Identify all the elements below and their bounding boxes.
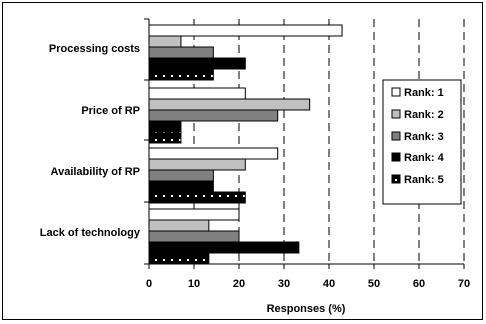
bar <box>148 57 246 70</box>
x-tick-label: 0 <box>146 278 152 290</box>
bar <box>148 68 214 81</box>
legend-swatch <box>391 87 401 97</box>
bar <box>148 98 311 111</box>
x-tick-label: 10 <box>188 278 200 290</box>
bar <box>148 131 182 144</box>
bar <box>148 191 246 204</box>
bar <box>148 169 214 182</box>
category-labels: Processing costs Price of RP Availability … <box>40 43 141 239</box>
bar <box>148 24 343 37</box>
bar <box>148 87 246 100</box>
x-tick-label: 70 <box>458 278 470 290</box>
bar <box>148 241 300 254</box>
legend-swatch <box>391 152 401 162</box>
bar <box>148 230 240 243</box>
bar <box>148 180 214 193</box>
category-label: Processing costs <box>49 43 140 55</box>
axes <box>144 18 465 269</box>
category-label: Price of RP <box>81 105 140 117</box>
bar <box>148 219 210 232</box>
x-tick-label: 30 <box>278 278 290 290</box>
legend-swatch <box>391 131 401 141</box>
legend-label: Rank: 4 <box>404 152 445 164</box>
x-tick-label: 60 <box>413 278 425 290</box>
legend-label: Rank: 5 <box>404 174 444 186</box>
x-tick-label: 40 <box>323 278 335 290</box>
x-tick-labels: 0 10 20 30 40 50 60 70 <box>146 278 470 290</box>
legend-label: Rank: 2 <box>404 109 444 121</box>
bar <box>148 252 210 265</box>
legend-label: Rank: 3 <box>404 131 444 143</box>
bar <box>148 208 240 221</box>
legend-label: Rank: 1 <box>404 87 444 99</box>
bar <box>148 147 279 160</box>
x-axis-label: Responses (%) <box>267 303 346 315</box>
bars <box>148 24 343 265</box>
x-tick-label: 50 <box>368 278 380 290</box>
legend: Rank: 1 Rank: 2 Rank: 3 Rank: 4 Rank: 5 <box>382 79 462 205</box>
bar <box>148 158 246 171</box>
category-label: Lack of technology <box>40 227 141 239</box>
legend-swatch <box>391 109 401 119</box>
bar <box>148 109 279 122</box>
bar <box>148 35 182 48</box>
x-tick-label: 20 <box>233 278 245 290</box>
bar <box>148 46 214 59</box>
legend-swatch <box>391 174 401 184</box>
category-label: Availability of RP <box>51 166 140 178</box>
bar <box>148 120 182 133</box>
